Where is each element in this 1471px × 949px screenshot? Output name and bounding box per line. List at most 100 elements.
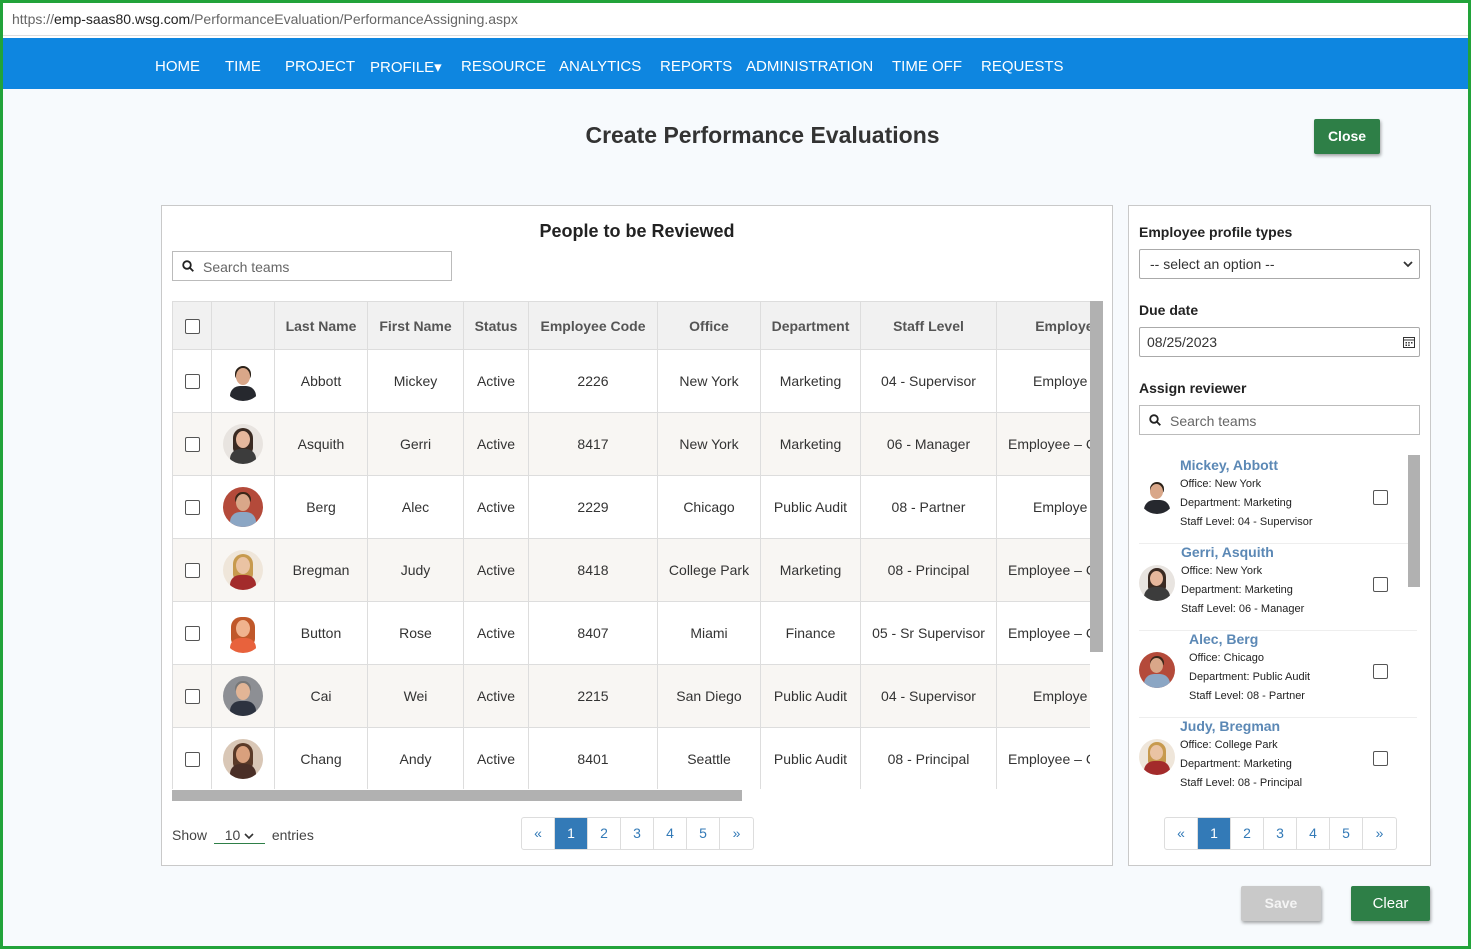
- cell-employee-type: Employe: [996, 349, 1090, 413]
- page-1[interactable]: 1: [1198, 818, 1231, 849]
- list-item[interactable]: Alec, Berg Office: Chicago Department: P…: [1139, 631, 1417, 718]
- page-3[interactable]: 3: [621, 818, 654, 849]
- col-department[interactable]: Department: [760, 301, 861, 350]
- cell-department: Public Audit: [760, 475, 861, 539]
- col-employee-code[interactable]: Employee Code: [528, 301, 658, 350]
- table-row[interactable]: Button Rose Active 8407 Miami Finance 05…: [172, 601, 1090, 665]
- cell-department: Marketing: [760, 538, 861, 602]
- reviewer-checkbox[interactable]: [1373, 490, 1388, 505]
- nav-profile[interactable]: PROFILE▾: [370, 59, 442, 76]
- entries-select[interactable]: 10: [213, 827, 265, 844]
- reviewer-name[interactable]: Mickey, Abbott: [1180, 457, 1279, 473]
- row-checkbox[interactable]: [184, 689, 200, 705]
- cell-department: Public Audit: [760, 664, 861, 728]
- nav-home[interactable]: HOME: [155, 58, 200, 75]
- profile-types-value: -- select an option --: [1150, 256, 1275, 272]
- col-status[interactable]: Status: [463, 301, 529, 350]
- page-prev[interactable]: «: [522, 818, 555, 849]
- top-nav: HOME TIME PROJECT PROFILE▾ RESOURCE ANAL…: [3, 38, 1468, 89]
- col-office[interactable]: Office: [657, 301, 761, 350]
- reviewer-search-input[interactable]: Search teams: [1139, 405, 1420, 435]
- table-row[interactable]: Asquith Gerri Active 8417 New York Marke…: [172, 412, 1090, 476]
- col-last-name[interactable]: Last Name: [274, 301, 368, 350]
- avatar: [1139, 652, 1175, 688]
- nav-project[interactable]: PROJECT: [285, 58, 356, 75]
- table-row[interactable]: Abbott Mickey Active 2226 New York Marke…: [172, 349, 1090, 413]
- people-search-input[interactable]: Search teams: [172, 251, 452, 281]
- url-path: /PerformanceEvaluation/PerformanceAssign…: [190, 11, 518, 27]
- nav-requests[interactable]: REQUESTS: [981, 58, 1064, 75]
- page-5[interactable]: 5: [687, 818, 720, 849]
- select-all-checkbox[interactable]: [184, 318, 200, 334]
- table-vertical-scrollbar[interactable]: [1090, 301, 1103, 652]
- people-pagination: « 1 2 3 4 5 »: [521, 817, 754, 850]
- page-5[interactable]: 5: [1330, 818, 1363, 849]
- people-table-viewport: Last Name First Name Status Employee Cod…: [172, 301, 1090, 789]
- reviewer-checkbox[interactable]: [1373, 664, 1388, 679]
- cell-employee-code: 2229: [528, 475, 658, 539]
- page-prev[interactable]: «: [1165, 818, 1198, 849]
- reviewer-office: Office: New York: [1181, 565, 1263, 577]
- people-search-placeholder: Search teams: [203, 259, 290, 275]
- page-1[interactable]: 1: [555, 818, 588, 849]
- page-4[interactable]: 4: [654, 818, 687, 849]
- cell-first-name: Alec: [367, 475, 464, 539]
- profile-types-select[interactable]: -- select an option --: [1139, 249, 1420, 279]
- reviewer-list-scrollbar[interactable]: [1408, 455, 1420, 587]
- nav-time[interactable]: TIME: [225, 58, 261, 75]
- col-employee-type[interactable]: Employee T: [996, 301, 1090, 350]
- address-bar[interactable]: https://emp-saas80.wsg.com/PerformanceEv…: [3, 3, 1468, 36]
- cell-last-name: Berg: [274, 475, 368, 539]
- calendar-icon[interactable]: [1403, 336, 1415, 348]
- list-item[interactable]: Judy, Bregman Office: College Park Depar…: [1139, 718, 1417, 796]
- page-2[interactable]: 2: [588, 818, 621, 849]
- row-checkbox[interactable]: [184, 500, 200, 516]
- col-first-name[interactable]: First Name: [367, 301, 464, 350]
- reviewer-name[interactable]: Judy, Bregman: [1180, 718, 1281, 734]
- reviewer-name[interactable]: Alec, Berg: [1189, 631, 1259, 647]
- cell-last-name: Cai: [274, 664, 368, 728]
- list-item[interactable]: Gerri, Asquith Office: New York Departme…: [1139, 544, 1417, 631]
- table-row[interactable]: Bregman Judy Active 8418 College Park Ma…: [172, 538, 1090, 602]
- list-item[interactable]: Mickey, Abbott Office: New York Departme…: [1139, 457, 1417, 544]
- table-row[interactable]: Chang Andy Active 8401 Seattle Public Au…: [172, 727, 1090, 789]
- save-button[interactable]: Save: [1241, 886, 1321, 921]
- clear-button[interactable]: Clear: [1351, 886, 1430, 921]
- entries-label: entries: [271, 827, 314, 843]
- page-2[interactable]: 2: [1231, 818, 1264, 849]
- page-3[interactable]: 3: [1264, 818, 1297, 849]
- nav-reports[interactable]: REPORTS: [660, 58, 733, 75]
- cell-last-name: Button: [274, 601, 368, 665]
- page-next[interactable]: »: [1375, 825, 1384, 841]
- cell-staff-level: 08 - Principal: [860, 727, 997, 789]
- due-date-input[interactable]: 08/25/2023: [1139, 327, 1420, 357]
- row-checkbox[interactable]: [184, 374, 200, 390]
- cell-staff-level: 04 - Supervisor: [860, 349, 997, 413]
- nav-analytics[interactable]: ANALYTICS: [559, 58, 642, 75]
- reviewer-name[interactable]: Gerri, Asquith: [1181, 544, 1274, 560]
- nav-resource[interactable]: RESOURCE: [461, 58, 547, 75]
- reviewer-checkbox[interactable]: [1373, 751, 1388, 766]
- nav-time-off[interactable]: TIME OFF: [892, 58, 962, 75]
- select-all-cell: [172, 301, 212, 350]
- row-checkbox[interactable]: [184, 563, 200, 579]
- row-checkbox[interactable]: [184, 626, 200, 642]
- cell-last-name: Bregman: [274, 538, 368, 602]
- row-checkbox[interactable]: [184, 437, 200, 453]
- table-row[interactable]: Berg Alec Active 2229 Chicago Public Aud…: [172, 475, 1090, 539]
- cell-employee-type: Employee – C: [996, 538, 1090, 602]
- table-row[interactable]: Cai Wei Active 2215 San Diego Public Aud…: [172, 664, 1090, 728]
- cell-employee-code: 2226: [528, 349, 658, 413]
- row-checkbox[interactable]: [184, 752, 200, 768]
- table-horizontal-scrollbar[interactable]: [172, 790, 742, 801]
- cell-employee-code: 8401: [528, 727, 658, 789]
- page-4[interactable]: 4: [1297, 818, 1330, 849]
- page-next[interactable]: »: [732, 825, 741, 841]
- col-staff-level[interactable]: Staff Level: [860, 301, 997, 350]
- cell-department: Marketing: [760, 349, 861, 413]
- table-header-row: Last Name First Name Status Employee Cod…: [172, 301, 1090, 350]
- reviewer-checkbox[interactable]: [1373, 577, 1388, 592]
- cell-last-name: Abbott: [274, 349, 368, 413]
- close-button[interactable]: Close: [1314, 119, 1380, 154]
- nav-administration[interactable]: ADMINISTRATION: [746, 58, 874, 75]
